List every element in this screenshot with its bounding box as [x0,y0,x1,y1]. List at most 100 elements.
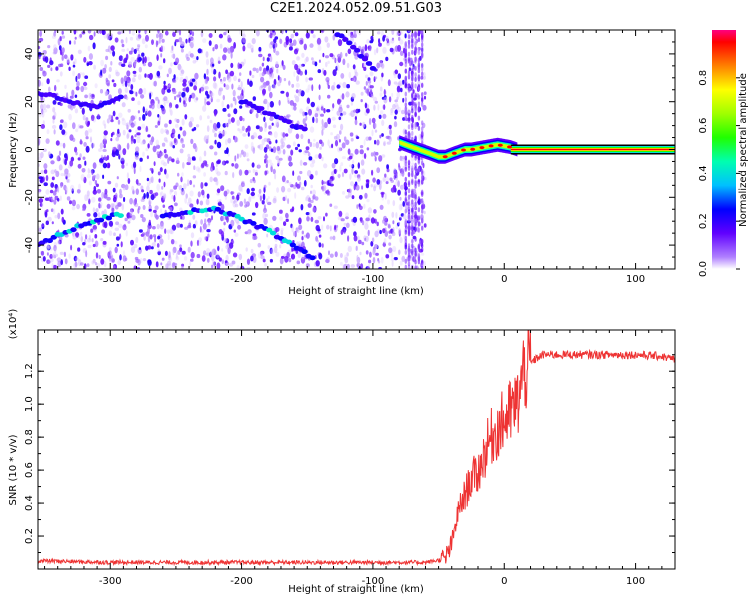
tone-peak [451,151,457,155]
noise-speckle [358,205,363,211]
noise-speckle [208,40,212,46]
noise-speckle [160,45,166,52]
noise-speckle [326,42,330,48]
noise-speckle [72,61,75,65]
noise-speckle [363,123,367,130]
noise-speckle [329,183,334,187]
noise-speckle [212,128,216,133]
noise-speckle [328,250,330,256]
noise-speckle [179,41,185,46]
noise-speckle [145,125,148,132]
noise-speckle [48,86,51,93]
noise-speckle [329,225,332,232]
noise-speckle [301,236,304,241]
noise-speckle [404,220,407,226]
noise-speckle [227,47,232,54]
colorbar [712,30,736,269]
colorbar-tick-label: 0.6 [698,118,709,134]
noise-speckle [139,157,143,162]
noise-speckle [84,194,88,202]
noise-speckle [160,262,163,266]
noise-speckle [83,81,88,87]
noise-speckle [295,227,299,232]
noise-speckle [165,173,169,179]
noise-speckle [230,117,235,123]
noise-speckle [279,244,282,249]
noise-speckle [208,33,213,38]
noise-speckle [125,122,130,128]
noise-speckle [146,185,150,192]
noise-speckle [357,174,361,179]
noise-speckle [414,136,417,142]
noise-speckle [81,107,85,115]
noise-speckle [300,204,304,211]
noise-speckle [230,219,235,227]
noise-speckle [149,189,153,195]
noise-speckle [157,99,160,104]
noise-speckle [214,132,217,138]
noise-speckle [414,46,417,52]
noise-speckle [77,73,81,80]
noise-speckle [349,173,352,180]
noise-speckle [71,206,76,211]
noise-speckle [183,183,187,190]
noise-speckle [300,256,306,264]
noise-speckle [121,203,125,211]
noise-speckle [138,30,141,34]
noise-speckle [268,131,273,136]
noise-speckle [60,208,64,215]
noise-speckle [407,83,411,89]
noise-speckle [146,191,150,199]
noise-speckle [63,171,69,177]
noise-speckle [414,221,417,227]
noise-speckle [128,213,133,219]
noise-speckle [169,188,172,195]
noise-speckle [155,40,158,48]
noise-speckle [72,122,76,130]
noise-speckle [171,45,174,51]
noise-speckle [250,108,254,113]
noise-speckle [49,254,53,259]
noise-speckle [302,118,306,125]
noise-speckle [223,238,228,243]
noise-speckle [407,195,411,200]
noise-speckle [399,31,403,35]
noise-speckle [162,204,166,208]
noise-speckle [270,248,275,255]
noise-speckle [98,202,101,209]
noise-speckle [172,79,177,83]
noise-speckle [407,30,411,33]
noise-speckle [123,58,126,65]
noise-speckle [404,91,407,97]
noise-speckle [138,49,141,55]
noise-speckle [156,54,159,61]
noise-speckle [288,181,292,187]
noise-speckle [301,63,305,67]
noise-speckle [236,265,240,269]
noise-speckle [295,133,300,140]
noise-speckle [101,210,105,216]
noise-speckle [323,108,326,114]
track-point [238,216,245,222]
noise-speckle [308,30,312,35]
noise-speckle [249,70,252,76]
noise-speckle [99,142,104,150]
noise-speckle [233,200,236,204]
noise-speckle [396,85,401,93]
noise-speckle [384,221,388,226]
noise-speckle [156,223,160,230]
noise-speckle [46,209,49,213]
noise-speckle [414,226,417,232]
noise-speckle [399,61,404,67]
x-tick-label: -100 [362,576,385,587]
noise-speckle [346,252,349,257]
noise-speckle [112,50,116,57]
noise-speckle [279,64,283,68]
noise-speckle [381,119,385,126]
noise-speckle [421,217,424,223]
noise-speckle [179,72,184,77]
noise-speckle [204,218,207,225]
noise-speckle [354,148,359,155]
noise-speckle [310,184,313,189]
noise-speckle [234,217,237,222]
